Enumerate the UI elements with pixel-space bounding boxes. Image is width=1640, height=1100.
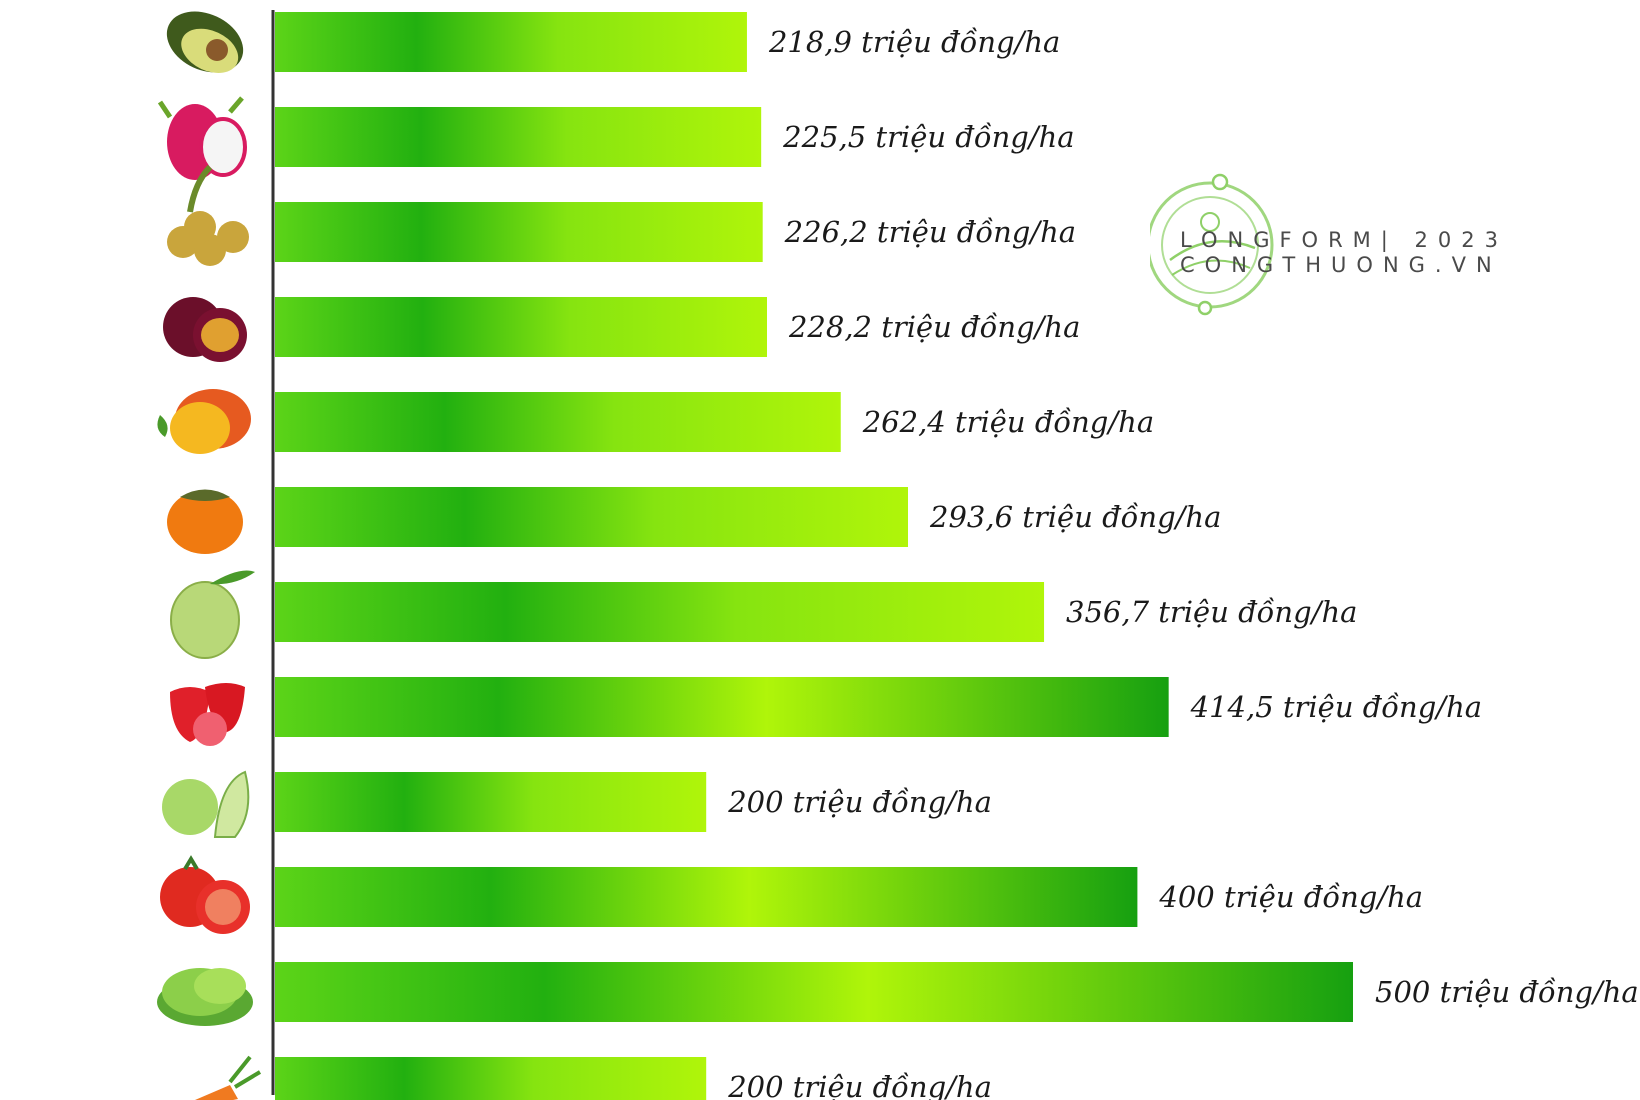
data-labels: 218,9 triệu đồng/ha 225,5 triệu đồng/ha 22… (727, 25, 1639, 1100)
bar-0 (275, 12, 747, 72)
watermark-line2: CONGTHUONG.VN (1180, 253, 1502, 277)
plum-icon (163, 297, 247, 362)
carrot-icon (195, 1055, 262, 1100)
data-label-11: 200 triệu đồng/ha (727, 1070, 992, 1100)
watermark-logo-icon (1150, 173, 1274, 316)
bar-6 (275, 582, 1045, 642)
bar-5 (275, 487, 909, 547)
lettuce-icon (157, 968, 253, 1026)
bar-2 (275, 202, 763, 262)
mango-icon (157, 389, 251, 454)
data-label-6: 356,7 triệu đồng/ha (1066, 595, 1357, 629)
watermark: LONGFORM| 2023 CONGTHUONG.VN (1150, 170, 1550, 320)
fruit-icons (157, 11, 262, 1100)
bar-3 (275, 297, 767, 357)
bars-group (275, 12, 1353, 1100)
strawberry-icon (170, 683, 245, 746)
avocado-icon (166, 11, 244, 73)
persimmon-icon (167, 489, 243, 554)
bar-11 (275, 1057, 707, 1100)
tomato-icon (160, 855, 250, 934)
data-label-8: 200 triệu đồng/ha (727, 785, 992, 819)
data-label-1: 225,5 triệu đồng/ha (782, 120, 1074, 154)
bar-9 (275, 867, 1138, 927)
data-label-7: 414,5 triệu đồng/ha (1190, 690, 1482, 724)
data-label-2: 226,2 triệu đồng/ha (784, 215, 1076, 249)
data-label-0: 218,9 triệu đồng/ha (768, 25, 1060, 59)
dragon-fruit-icon (157, 96, 247, 180)
bar-7 (275, 677, 1169, 737)
custard-apple-icon (170, 570, 255, 659)
watermark-line1: LONGFORM| 2023 (1180, 228, 1508, 252)
bar-8 (275, 772, 707, 832)
data-label-10: 500 triệu đồng/ha (1375, 975, 1639, 1009)
data-label-9: 400 triệu đồng/ha (1158, 880, 1423, 914)
data-label-3: 228,2 triệu đồng/ha (788, 310, 1080, 344)
cabbage-icon (162, 770, 250, 838)
data-label-5: 293,6 triệu đồng/ha (929, 500, 1221, 534)
bar-1 (275, 107, 762, 167)
bar-10 (275, 962, 1353, 1022)
bar-4 (275, 392, 841, 452)
longan-icon (167, 164, 249, 266)
data-label-4: 262,4 triệu đồng/ha (862, 405, 1154, 439)
